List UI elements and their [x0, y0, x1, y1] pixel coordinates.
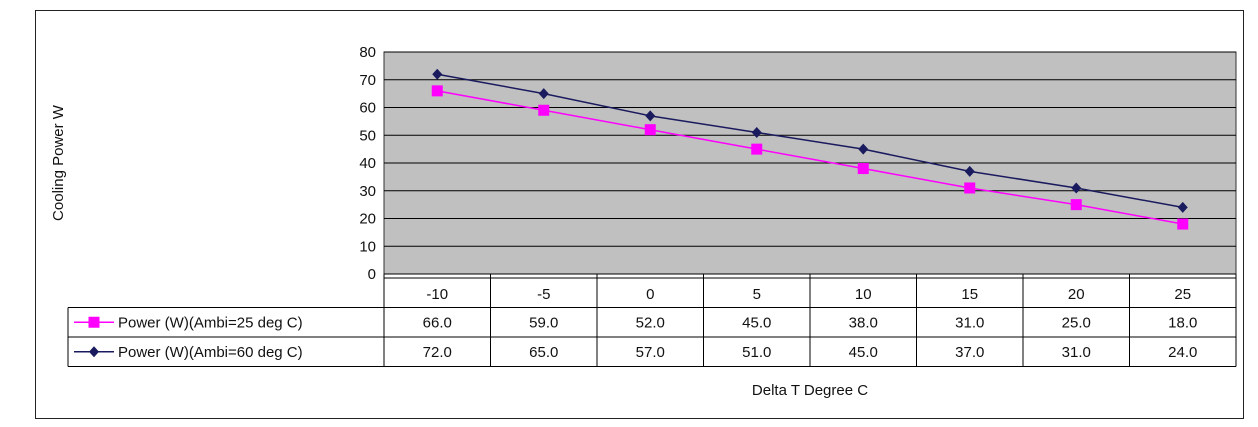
- data-point: [751, 143, 763, 155]
- y-axis-label: Cooling Power W: [50, 104, 67, 221]
- series-line: [437, 90, 1183, 225]
- table-cell: 45.0: [849, 344, 878, 361]
- data-point: [538, 88, 549, 100]
- y-tick-label: 40: [359, 155, 376, 172]
- data-point: [751, 126, 762, 138]
- y-tick-label: 80: [359, 44, 376, 61]
- data-point: [538, 104, 550, 116]
- y-tick-label: 60: [359, 100, 376, 117]
- data-point: [1071, 182, 1082, 194]
- legend-marker: [89, 346, 99, 358]
- x-tick-label: -10: [426, 286, 448, 303]
- table-cell: 37.0: [955, 344, 984, 361]
- table-cell: 59.0: [529, 314, 558, 331]
- series-line: [437, 73, 1183, 209]
- series-points: [431, 68, 1189, 230]
- legend-entry: Power (W)(Ambi=25 deg C): [118, 314, 303, 331]
- y-tick-label: 50: [359, 127, 376, 144]
- table-cell: 65.0: [529, 344, 558, 361]
- table-cell: 38.0: [849, 314, 878, 331]
- x-tick-label: -5: [537, 286, 550, 303]
- x-axis-label: Delta T Degree C: [752, 382, 868, 399]
- y-tick-labels: 0 10 20 30 40 50 60 70 80: [359, 44, 376, 283]
- table-cell: 25.0: [1062, 314, 1091, 331]
- table-cell: 51.0: [742, 344, 771, 361]
- data-point: [1070, 199, 1082, 211]
- x-tick-label: 25: [1174, 286, 1191, 303]
- y-tick-label: 10: [359, 238, 376, 255]
- table-cell: 66.0: [423, 314, 452, 331]
- x-tick-label: 15: [961, 286, 978, 303]
- data-point: [1177, 201, 1188, 213]
- table-cell: 52.0: [636, 314, 665, 331]
- y-tick-label: 0: [368, 266, 376, 283]
- x-tick-label: 20: [1068, 286, 1085, 303]
- data-point: [1177, 218, 1189, 230]
- data-point: [964, 182, 976, 194]
- table-cell: 45.0: [742, 314, 771, 331]
- table-cell: 72.0: [423, 344, 452, 361]
- table-cell: 18.0: [1168, 314, 1197, 331]
- data-point: [431, 85, 443, 97]
- legend-marker: [88, 316, 100, 328]
- y-tick-label: 30: [359, 183, 376, 200]
- table-cell: 31.0: [955, 314, 984, 331]
- series-lines: [437, 73, 1183, 225]
- table-cell: 57.0: [636, 344, 665, 361]
- data-point: [964, 165, 975, 177]
- table-cell: 31.0: [1062, 344, 1091, 361]
- data-point: [644, 124, 656, 136]
- legend-entry: Power (W)(Ambi=60 deg C): [118, 344, 303, 361]
- x-tick-label: 0: [646, 286, 654, 303]
- data-table: -10 -5 0 5 10 15 20 25 Power (W)(Ambi=25 deg C) 6…: [67, 274, 1237, 367]
- x-tick-label: 10: [855, 286, 872, 303]
- x-tick-label: 5: [753, 286, 761, 303]
- y-tick-label: 70: [359, 72, 376, 89]
- data-point: [858, 143, 869, 155]
- table-cell: 24.0: [1168, 344, 1197, 361]
- data-point: [645, 110, 656, 122]
- data-point: [432, 68, 443, 80]
- y-tick-label: 20: [359, 211, 376, 228]
- data-point: [857, 163, 869, 175]
